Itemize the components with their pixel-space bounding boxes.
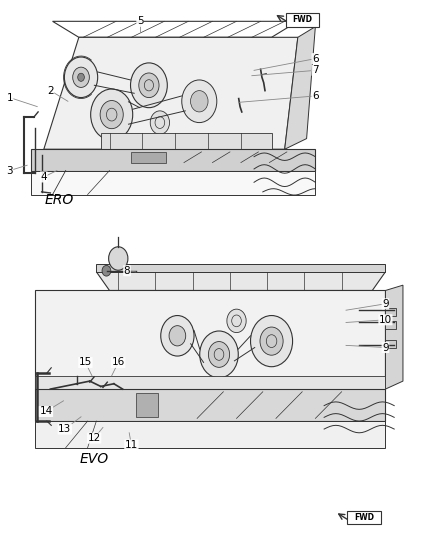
Circle shape bbox=[208, 342, 230, 367]
Text: 2: 2 bbox=[47, 86, 54, 95]
Text: 9: 9 bbox=[382, 343, 389, 352]
Circle shape bbox=[260, 327, 283, 355]
Circle shape bbox=[150, 111, 170, 134]
Polygon shape bbox=[31, 171, 315, 195]
Text: 5: 5 bbox=[137, 17, 144, 26]
Text: 13: 13 bbox=[58, 424, 71, 434]
FancyBboxPatch shape bbox=[286, 13, 319, 27]
Bar bbox=[385, 340, 396, 348]
Circle shape bbox=[251, 316, 293, 367]
Bar bbox=[385, 308, 396, 316]
Polygon shape bbox=[31, 149, 315, 171]
Text: EVO: EVO bbox=[80, 453, 109, 466]
Circle shape bbox=[182, 80, 217, 123]
Circle shape bbox=[169, 326, 186, 346]
Text: 14: 14 bbox=[39, 407, 53, 416]
Circle shape bbox=[109, 247, 128, 270]
Circle shape bbox=[64, 57, 98, 98]
Circle shape bbox=[91, 89, 133, 140]
Text: 7: 7 bbox=[312, 66, 319, 75]
Polygon shape bbox=[136, 393, 158, 417]
Text: FWD: FWD bbox=[354, 513, 374, 522]
Circle shape bbox=[100, 101, 123, 128]
Text: 3: 3 bbox=[6, 166, 13, 175]
Text: 11: 11 bbox=[125, 440, 138, 450]
Polygon shape bbox=[285, 27, 315, 149]
Polygon shape bbox=[96, 264, 385, 272]
Bar bbox=[385, 321, 396, 329]
FancyBboxPatch shape bbox=[347, 511, 381, 524]
Polygon shape bbox=[35, 421, 385, 448]
Polygon shape bbox=[44, 37, 298, 149]
Polygon shape bbox=[35, 290, 385, 389]
Polygon shape bbox=[35, 389, 385, 421]
Text: 9: 9 bbox=[382, 299, 389, 309]
Text: 16: 16 bbox=[112, 358, 125, 367]
Text: 12: 12 bbox=[88, 433, 101, 443]
Text: ERO: ERO bbox=[45, 193, 74, 207]
Text: 6: 6 bbox=[312, 91, 319, 101]
Text: 8: 8 bbox=[124, 266, 131, 276]
Text: FWD: FWD bbox=[293, 15, 313, 24]
Circle shape bbox=[73, 67, 89, 87]
Text: 6: 6 bbox=[312, 54, 319, 63]
Text: 10: 10 bbox=[379, 315, 392, 325]
Polygon shape bbox=[385, 285, 403, 389]
Circle shape bbox=[78, 73, 85, 82]
Polygon shape bbox=[101, 133, 272, 149]
Circle shape bbox=[227, 309, 246, 333]
Circle shape bbox=[139, 73, 159, 98]
Text: 15: 15 bbox=[79, 358, 92, 367]
Polygon shape bbox=[131, 152, 166, 163]
Polygon shape bbox=[96, 272, 385, 290]
Polygon shape bbox=[35, 376, 385, 389]
Circle shape bbox=[200, 331, 238, 378]
Text: 1: 1 bbox=[6, 93, 13, 102]
Text: 4: 4 bbox=[40, 172, 47, 182]
Circle shape bbox=[161, 316, 194, 356]
Circle shape bbox=[191, 91, 208, 112]
Circle shape bbox=[131, 63, 167, 108]
Circle shape bbox=[102, 265, 111, 276]
